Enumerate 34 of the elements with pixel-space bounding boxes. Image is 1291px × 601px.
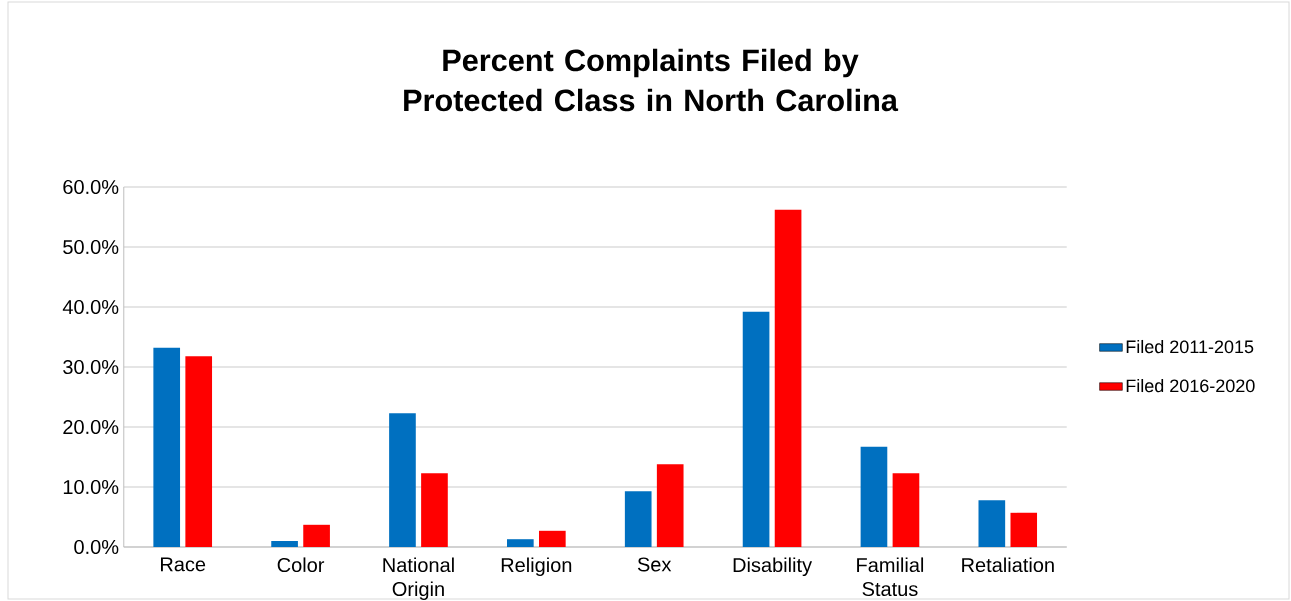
x-tick-label: Religion xyxy=(501,557,572,577)
chart-title: Percent Complaints Filed by Protected Class in North Carolina xyxy=(404,48,899,112)
bar xyxy=(742,311,770,547)
x-tick-label: Race xyxy=(161,557,206,572)
x-tick-label: Sex xyxy=(637,557,672,572)
y-tick-label: 60.0% xyxy=(63,179,119,195)
bar xyxy=(892,473,920,547)
x-tick-label: Retaliation xyxy=(962,557,1054,573)
bar xyxy=(421,473,448,547)
y-tick-label: 40.0% xyxy=(62,299,119,315)
bar xyxy=(185,356,213,547)
y-tick-label: 20.0% xyxy=(63,419,119,435)
x-tick-label: Familial Status xyxy=(857,557,924,597)
bar xyxy=(978,500,1006,547)
bar xyxy=(389,413,416,547)
bar xyxy=(303,524,330,547)
y-tick-label: 0.0% xyxy=(74,539,119,555)
bar xyxy=(1010,512,1038,547)
legend-label: Filed 2016-2020 xyxy=(1126,379,1255,393)
bar xyxy=(860,446,888,547)
bar xyxy=(539,530,566,547)
x-tick-label: National Origin xyxy=(383,557,454,601)
x-tick-label: Color xyxy=(277,557,325,573)
bar xyxy=(507,539,534,547)
bar xyxy=(153,347,181,547)
legend-label: Filed 2011-2015 xyxy=(1126,339,1254,354)
bar xyxy=(774,209,802,547)
y-tick-label: 10.0% xyxy=(63,479,119,495)
bar xyxy=(271,541,298,547)
bar xyxy=(624,491,652,547)
y-tick-label: 50.0% xyxy=(63,239,119,255)
x-tick-label: Disability xyxy=(733,557,813,577)
bar xyxy=(656,464,684,547)
y-tick-label: 30.0% xyxy=(63,359,119,375)
